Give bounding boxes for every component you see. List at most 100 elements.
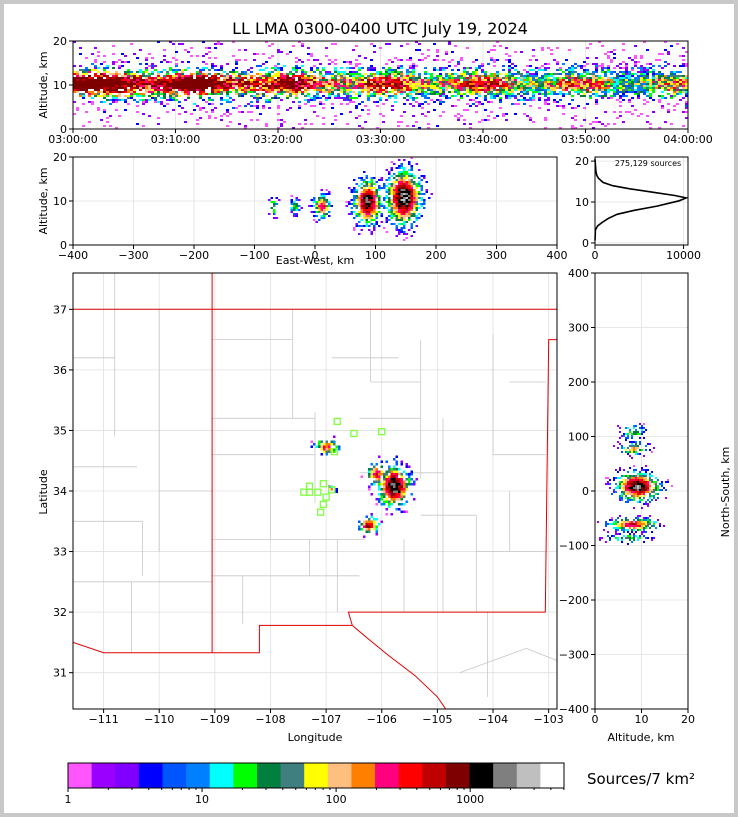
ew-ytick-label-20: 20 [53, 151, 67, 164]
colorbar-swatch [540, 763, 565, 788]
county-boundary [526, 648, 557, 661]
th-ytick-label-10: 10 [53, 79, 67, 92]
map-xtick-label-7: −104 [478, 713, 508, 726]
colorbar-swatch [445, 763, 471, 788]
hist-xtick-label-10000: 10000 [666, 249, 701, 262]
plan-view-panel: 31 32 33 34 35 36 37 −111 −110 −109 −108 −107 −106 −1… [37, 272, 564, 744]
ew-xtick-label-5: 100 [365, 249, 386, 262]
ns-ytick-label-7: 300 [568, 322, 589, 335]
colorbar-swatch [516, 763, 541, 788]
hist-xtick-label-0: 0 [592, 249, 599, 262]
altitude-histogram-panel: 0 10 20 0 10000 275,129 sources [575, 155, 701, 262]
colorbar-swatch [422, 763, 447, 788]
th-xtick-label-4: 03:40:00 [458, 133, 507, 146]
ew-ytick-label-10: 10 [53, 195, 67, 208]
ns-ytick-label-6: 200 [568, 376, 589, 389]
altitude-histogram-line [594, 158, 689, 241]
colorbar-swatch [68, 763, 93, 788]
map-ytick-label-32: 32 [53, 606, 67, 619]
ns-xtick-label-10: 10 [635, 713, 649, 726]
th-xtick-label-2: 03:20:00 [253, 133, 302, 146]
ns-height-ylabel: North-South, km [719, 447, 732, 538]
state-boundary [351, 625, 447, 709]
colorbar-swatch [233, 763, 258, 788]
map-ytick-label-31: 31 [53, 667, 67, 680]
plan-view-xlabel: Longitude [288, 731, 343, 744]
ns-ytick-label-8: 400 [568, 267, 589, 280]
ew-xtick-label-3: −100 [239, 249, 269, 262]
ns-ytick-label-0: −400 [559, 703, 589, 716]
map-xtick-label-1: −110 [144, 713, 174, 726]
colorbar-swatch [493, 763, 518, 788]
ew-xtick-label-2: −200 [179, 249, 209, 262]
ew-xtick-label-6: 200 [426, 249, 447, 262]
cbar-tick-label-1000: 1000 [456, 793, 484, 806]
ns-height-panel: −400 −300 −200 −100 0 100 200 300 400 0 10 20 North… [559, 267, 732, 744]
ns-ytick-label-1: −300 [559, 649, 589, 662]
station-marker [316, 508, 325, 516]
station-marker [333, 417, 341, 426]
ns-height-xlabel: Altitude, km [607, 731, 674, 744]
colorbar-swatch [186, 763, 211, 788]
th-ytick-label-20: 20 [53, 35, 67, 48]
map-xtick-label-4: −107 [311, 713, 341, 726]
state-boundary [544, 339, 557, 613]
ew-ytick-label-0: 0 [60, 239, 67, 252]
colorbar-swatch [304, 763, 329, 788]
colorbar-swatch [162, 763, 187, 788]
station-marker [319, 480, 327, 488]
map-xtick-label-5: −106 [367, 713, 397, 726]
time-height-panel: 0 10 20 03:00:00 03:10:00 03:20:00 03:30:00 03:… [37, 35, 713, 146]
ew-height-ylabel: Altitude, km [37, 167, 50, 234]
ew-xtick-label-8: 400 [547, 249, 568, 262]
map-xtick-label-8: −103 [534, 713, 564, 726]
colorbar-swatch [327, 763, 352, 788]
map-ytick-label-35: 35 [53, 424, 67, 437]
colorbar-swatch [469, 763, 494, 788]
ns-ytick-label-3: −100 [559, 540, 589, 553]
ew-xtick-label-7: 300 [486, 249, 507, 262]
ew-xtick-label-1: −300 [118, 249, 148, 262]
th-xtick-label-6: 04:00:00 [663, 133, 712, 146]
chart-title: LL LMA 0300-0400 UTC July 19, 2024 [232, 19, 528, 38]
ew-height-xlabel: East-West, km [276, 254, 354, 267]
ew-xtick-label-0: −400 [58, 249, 88, 262]
ns-xtick-label-0: 0 [592, 713, 599, 726]
station-marker [300, 488, 308, 496]
ew-xtick-label-4: 0 [312, 249, 319, 262]
map-xtick-label-2: −109 [200, 713, 230, 726]
th-ytick-label-0: 0 [60, 123, 67, 136]
figure-frame: LL LMA 0300-0400 UTC July 19, 2024 0 10 20… [4, 4, 734, 813]
station-marker [328, 486, 336, 494]
source-count-annotation: 275,129 sources [615, 159, 681, 168]
time-height-ylabel: Altitude, km [37, 51, 50, 118]
colorbar-label: Sources/7 km² [587, 770, 695, 788]
cbar-tick-label-10: 10 [195, 793, 209, 806]
station-marker [322, 493, 330, 501]
th-xtick-label-1: 03:10:00 [151, 133, 200, 146]
cbar-tick-label-1: 1 [65, 793, 72, 806]
colorbar-swatch [256, 763, 282, 788]
colorbar-swatch [398, 763, 423, 788]
map-xtick-label-3: −108 [255, 713, 285, 726]
th-xtick-label-5: 03:50:00 [561, 133, 610, 146]
map-xtick-label-0: −111 [88, 713, 118, 726]
state-boundary [347, 611, 546, 626]
lma-figure: LL LMA 0300-0400 UTC July 19, 2024 01020… [37, 19, 732, 806]
map-ytick-label-37: 37 [53, 303, 67, 316]
station-marker [314, 488, 322, 496]
station-marker [319, 500, 327, 508]
colorbar-swatch [209, 763, 234, 788]
colorbar-swatch [280, 763, 305, 788]
ns-ytick-label-2: −200 [559, 594, 589, 607]
colorbar: 1 10 100 1000 Sources/7 km² [65, 762, 695, 806]
station-marker [378, 428, 386, 436]
colorbar-swatch [138, 763, 163, 788]
map-xtick-label-6: −105 [422, 713, 452, 726]
map-ytick-label-34: 34 [53, 485, 67, 498]
colorbar-swatch [351, 763, 376, 788]
th-xtick-label-3: 03:30:00 [356, 133, 405, 146]
ns-xtick-label-20: 20 [681, 713, 695, 726]
ew-height-panel: 0 10 20 −400 −300 −200 −100 0 100 200 300 400 Altit… [37, 151, 568, 267]
colorbar-swatch [375, 763, 400, 788]
